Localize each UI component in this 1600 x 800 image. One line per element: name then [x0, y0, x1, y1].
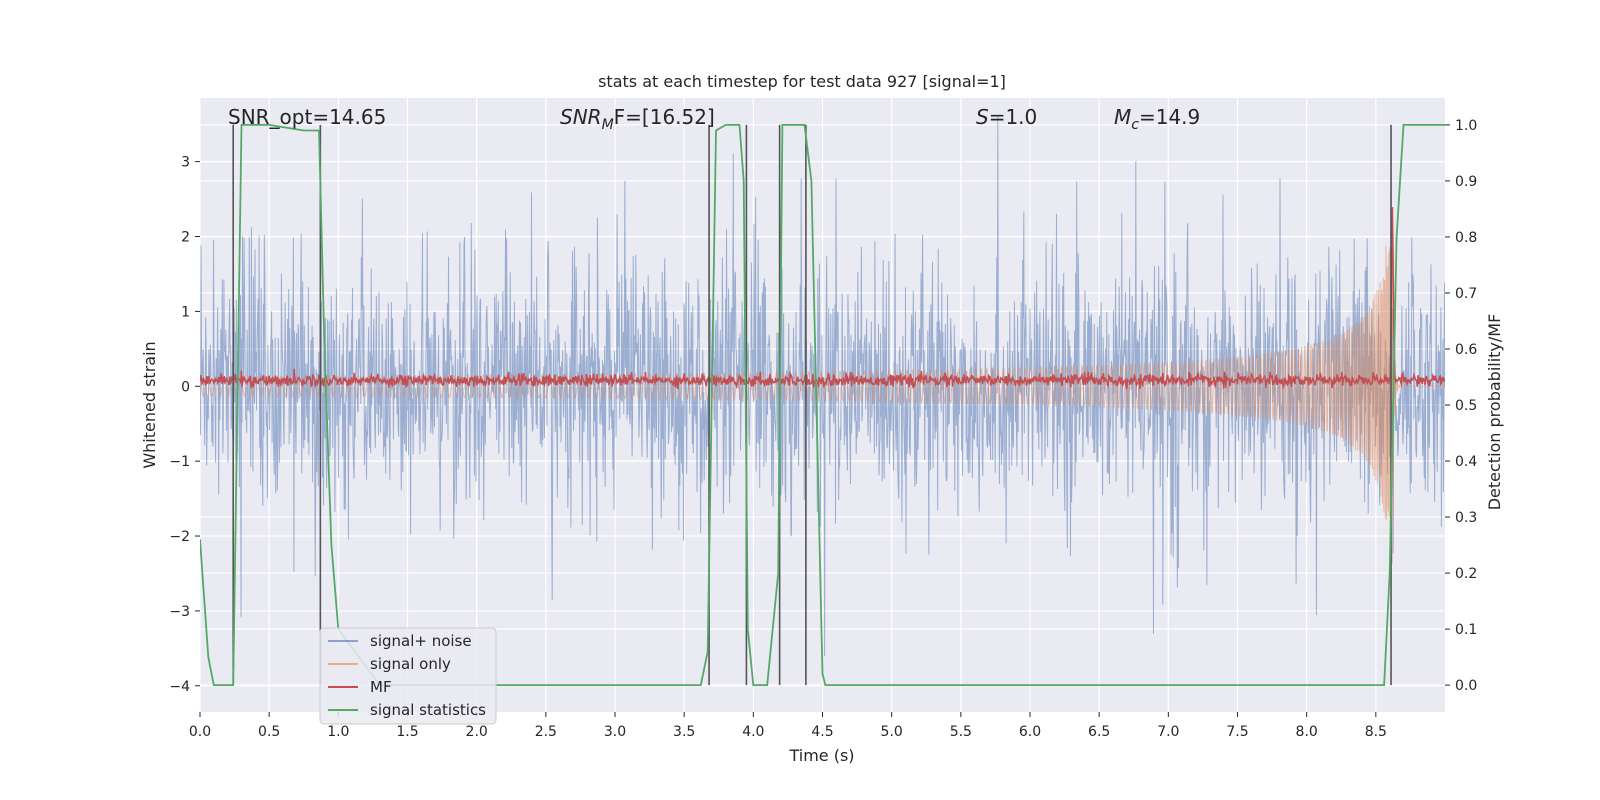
mc-sub: c — [1131, 117, 1139, 133]
x-tick-label: 2.0 — [466, 724, 488, 740]
x-tick-label: 8.5 — [1365, 724, 1387, 740]
mc-value: =14.9 — [1139, 105, 1200, 129]
mf-line — [200, 207, 1445, 390]
x-tick-label: 6.5 — [1088, 724, 1110, 740]
y-left-tick-label: 2 — [181, 230, 190, 246]
snr-mf-sub: M — [602, 117, 614, 133]
plot-series — [200, 116, 1445, 686]
snr-opt-annotation: SNR_opt=14.65 — [228, 105, 386, 129]
y-right-tick-label: 0.4 — [1455, 454, 1477, 470]
x-tick-label: 3.0 — [604, 724, 626, 740]
x-tick-label: 7.0 — [1157, 724, 1179, 740]
x-tick-label: 4.0 — [742, 724, 764, 740]
s-value: =1.0 — [989, 105, 1038, 129]
x-tick-label: 3.5 — [673, 724, 695, 740]
snr-mf-base: SNR — [560, 105, 602, 129]
s-annotation: S=1.0 — [976, 105, 1037, 129]
y-right-tick-label: 0.6 — [1455, 342, 1477, 358]
y-left-tick-label: −3 — [169, 604, 190, 620]
x-tick-label: 7.5 — [1226, 724, 1248, 740]
x-tick-label: 6.0 — [1019, 724, 1041, 740]
snr-mf-rest: F=[16.52] — [614, 105, 715, 129]
y-axis-left-label: Whitened strain — [140, 341, 159, 468]
legend-label-signal-statistics: signal statistics — [370, 701, 486, 719]
x-tick-label: 5.0 — [881, 724, 903, 740]
x-tick-label: 1.0 — [327, 724, 349, 740]
x-tick-label: 0.5 — [258, 724, 280, 740]
legend: signal+ noise signal only MF signal stat… — [319, 627, 497, 725]
x-tick-label: 5.5 — [950, 724, 972, 740]
x-tick-label: 8.0 — [1296, 724, 1318, 740]
legend-label-signal-only: signal only — [370, 655, 451, 673]
y-right-tick-label: 0.7 — [1455, 286, 1477, 302]
y-left-tick-label: 3 — [181, 155, 190, 171]
x-tick-label: 2.5 — [535, 724, 557, 740]
y-right-tick-label: 0.9 — [1455, 174, 1477, 190]
signal-statistics-line — [200, 124, 1445, 686]
legend-label-mf: MF — [370, 678, 392, 696]
x-axis-ticks: 0.0 0.5 1.0 1.5 2.0 2.5 3.0 3.5 4.0 4.5 5.0 5.5 6.0 6… — [189, 712, 1387, 740]
y-right-tick-label: 0.2 — [1455, 566, 1477, 582]
s-label: S — [976, 105, 989, 129]
y-axis-left-ticks: −4 −3 −2 −1 0 1 2 3 — [169, 155, 200, 695]
y-right-tick-label: 0.0 — [1455, 678, 1477, 694]
y-right-tick-label: 0.8 — [1455, 230, 1477, 246]
x-axis-label: Time (s) — [788, 746, 854, 765]
y-left-tick-label: −4 — [169, 679, 190, 695]
x-tick-label: 0.0 — [189, 724, 211, 740]
mc-base: M — [1114, 105, 1131, 129]
y-right-tick-label: 0.1 — [1455, 622, 1477, 638]
mc-annotation: Mc=14.9 — [1114, 105, 1200, 133]
y-right-tick-label: 0.5 — [1455, 398, 1477, 414]
y-right-tick-label: 0.3 — [1455, 510, 1477, 526]
y-axis-right-label: Detection probability/MF — [1485, 314, 1504, 511]
y-axis-right-ticks: 0.0 0.1 0.2 0.3 0.4 0.5 0.6 0.7 0.8 0.9 1.0 — [1445, 118, 1477, 694]
chart-title: stats at each timestep for test data 927… — [598, 72, 1006, 91]
y-left-tick-label: 1 — [181, 304, 190, 320]
y-left-tick-label: 0 — [181, 379, 190, 395]
x-tick-label: 1.5 — [396, 724, 418, 740]
legend-label-signal-noise: signal+ noise — [370, 632, 472, 650]
legend-box — [319, 627, 497, 725]
y-left-tick-label: −2 — [169, 529, 190, 545]
y-left-tick-label: −1 — [169, 454, 190, 470]
snr-mf-annotation: SNRMF=[16.52] — [560, 105, 715, 133]
y-right-tick-label: 1.0 — [1455, 118, 1477, 134]
x-tick-label: 4.5 — [811, 724, 833, 740]
